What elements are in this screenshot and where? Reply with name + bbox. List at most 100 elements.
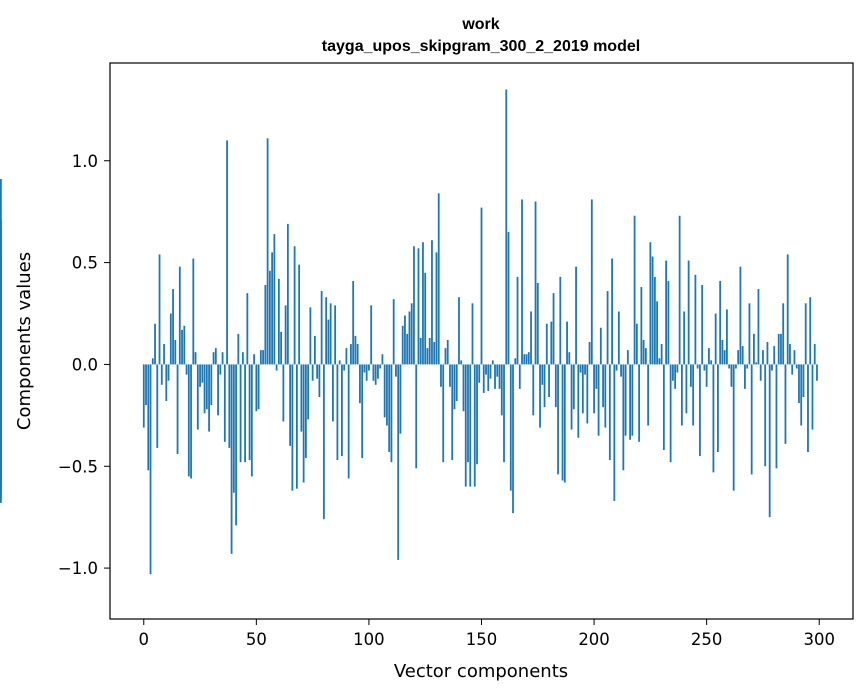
bar-230	[660, 344, 663, 365]
bar-53	[262, 350, 264, 365]
bar-85	[334, 305, 337, 365]
bar-161	[505, 89, 508, 365]
bar-189	[568, 352, 571, 365]
bar-253	[712, 364, 715, 473]
bar-164	[512, 364, 514, 514]
bar-269	[748, 303, 751, 365]
bar-106	[381, 354, 384, 365]
x-tick-label: 100	[353, 630, 385, 649]
bar-238	[678, 215, 681, 365]
bar-227	[653, 276, 656, 365]
bar-139	[455, 364, 458, 402]
bar-17	[181, 329, 183, 365]
bar-272	[755, 362, 758, 365]
bar-276	[764, 364, 767, 467]
bar-108	[386, 364, 388, 426]
bar-50	[255, 364, 258, 412]
bar-91	[347, 364, 350, 479]
bar-60	[277, 278, 280, 365]
bar-148	[476, 364, 478, 465]
bar-229	[658, 358, 661, 365]
bar-140	[458, 297, 460, 365]
bar-134	[444, 348, 447, 365]
bar-207	[608, 364, 611, 461]
bar-215	[626, 350, 629, 365]
bar-21	[190, 364, 192, 479]
bar-116	[404, 315, 406, 365]
bar-192	[575, 266, 577, 365]
bar-236	[674, 364, 677, 389]
bar-180	[548, 364, 550, 398]
bar-166	[516, 276, 519, 365]
bar-10	[165, 364, 168, 402]
bar-90	[345, 348, 348, 365]
y-tick-label: −1.0	[58, 559, 98, 578]
bar-252	[710, 360, 713, 365]
bar-56	[268, 270, 271, 365]
bar-97	[361, 364, 364, 459]
bar-181	[550, 321, 553, 365]
bar-94	[354, 335, 357, 365]
bar-8	[160, 364, 163, 385]
bar-212	[620, 364, 622, 377]
bar-114	[399, 364, 402, 434]
bar-79	[320, 291, 323, 365]
bar-11	[167, 364, 170, 381]
x-axis: 0 50 100 150 200 250 300	[139, 619, 835, 649]
bar-137	[451, 364, 454, 461]
bar-3	[149, 364, 152, 575]
bar-262	[732, 364, 735, 491]
bar-234	[669, 364, 672, 463]
bar-136	[449, 364, 451, 387]
bar-142	[462, 364, 465, 412]
bar-195	[581, 364, 584, 414]
bar-196	[584, 364, 586, 375]
bar-26	[201, 364, 204, 383]
bar-144	[467, 364, 469, 463]
bar-77	[316, 364, 319, 379]
bar-168	[521, 199, 523, 365]
bar-163	[509, 364, 512, 491]
bar-299	[816, 364, 818, 381]
y-tick-label: 1.0	[72, 152, 98, 171]
bar-127	[428, 337, 431, 365]
bar-18	[183, 325, 186, 365]
bar-226	[651, 256, 654, 365]
bar-117	[406, 333, 409, 365]
bar-87	[338, 360, 341, 365]
bar-225	[649, 242, 652, 365]
bar-224	[647, 364, 650, 426]
bar-52	[259, 350, 262, 365]
bar-9	[163, 344, 165, 365]
bar-28	[205, 364, 208, 410]
bar-57	[271, 252, 274, 365]
bar-205	[604, 364, 607, 428]
bar-267	[744, 364, 746, 389]
bar-49	[253, 354, 255, 365]
bar-223	[644, 348, 647, 365]
bar-198	[588, 342, 591, 365]
bar-273	[757, 289, 760, 365]
x-tick-label: 150	[466, 630, 498, 649]
x-axis-label: Vector components	[394, 661, 568, 682]
bar-176	[539, 364, 541, 428]
bar-128	[431, 240, 433, 365]
x-tick-label: 200	[578, 630, 610, 649]
bar-100	[368, 364, 370, 371]
bar-171	[527, 352, 530, 365]
bar-132	[440, 364, 442, 387]
bar-242	[687, 260, 690, 365]
bar-217	[631, 364, 634, 436]
bar-268	[746, 364, 749, 369]
bar-172	[530, 311, 532, 365]
bar-246	[696, 364, 699, 369]
bar-265	[739, 266, 742, 365]
bar-295	[807, 364, 809, 452]
bar-6	[156, 364, 159, 448]
bar-129	[433, 342, 436, 365]
bar-239	[680, 364, 683, 426]
bar-115	[401, 325, 404, 365]
bar-202	[597, 364, 600, 436]
bar-167	[518, 364, 521, 389]
bar-158	[498, 364, 501, 389]
